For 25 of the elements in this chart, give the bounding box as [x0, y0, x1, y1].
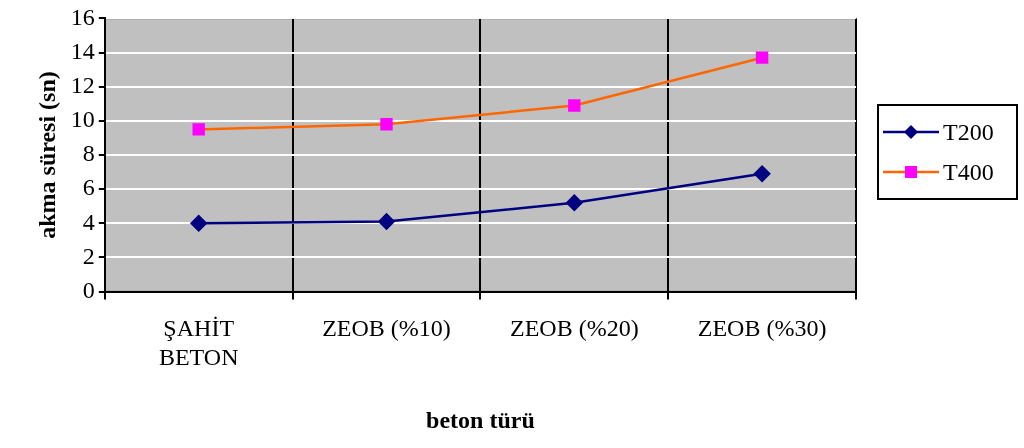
y-tick-label: 6 [82, 174, 95, 201]
legend-label: T200 [943, 118, 994, 146]
legend-label: T400 [943, 158, 994, 186]
y-tick-label: 12 [70, 72, 95, 98]
point [192, 123, 205, 136]
x-tick-label: ZEOB (%30) [697, 315, 827, 342]
point [380, 118, 393, 131]
y-tick-label: 8 [82, 140, 95, 167]
y-axis-title: akma süresi (sn) [33, 71, 60, 239]
y-tick-label: 0 [82, 276, 95, 303]
y-tick-label: 2 [82, 242, 95, 269]
y-tick-label: 4 [82, 208, 95, 235]
x-axis-title: beton türü [426, 406, 535, 433]
y-tick-label: 14 [70, 37, 95, 64]
point [378, 213, 395, 230]
point [755, 51, 769, 64]
point [753, 165, 771, 183]
x-tick-label: ZEOB (%10) [322, 315, 451, 342]
x-tick-label: ZEOB (%20) [509, 315, 639, 342]
point [190, 215, 207, 232]
y-tick-label: 16 [70, 3, 95, 30]
y-tick-label: 10 [70, 106, 95, 133]
x-tick-label: ŞAHİT BETON [158, 315, 239, 371]
point [568, 99, 581, 112]
point [566, 194, 583, 212]
